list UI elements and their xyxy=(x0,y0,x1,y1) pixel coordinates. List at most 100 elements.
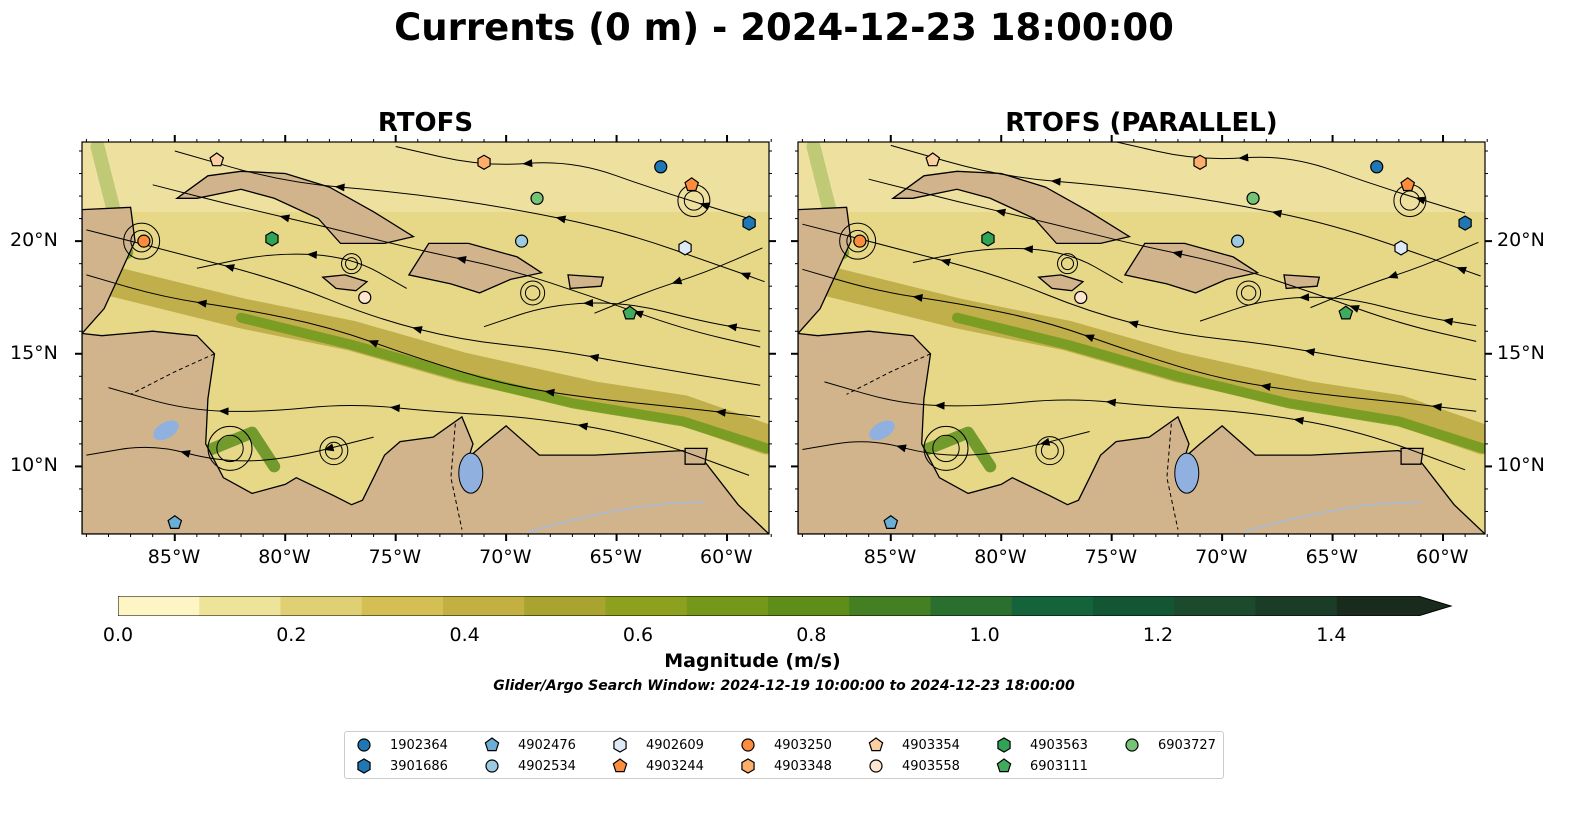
streamline-arrow xyxy=(583,298,594,307)
colorbar-segment xyxy=(1174,596,1256,616)
legend-label: 4903250 xyxy=(774,737,832,753)
legend-label: 4902476 xyxy=(518,737,576,753)
streamline-arrow xyxy=(1271,209,1283,218)
legend-marker-pentagon[interactable] xyxy=(612,758,628,773)
lon-tick-label: 80°W xyxy=(258,546,311,568)
eddy-streamline xyxy=(319,436,349,466)
lat-tick-label-left: 15°N xyxy=(10,341,58,364)
map-frame xyxy=(81,141,770,535)
land-jamaica xyxy=(321,274,369,292)
streamline-arrow xyxy=(1456,266,1467,275)
colorbar-scale xyxy=(117,595,1453,621)
float-marker-4903558[interactable] xyxy=(1074,290,1088,305)
colorbar-tick-label: 1.4 xyxy=(1316,624,1347,646)
float-marker-4903558[interactable] xyxy=(358,290,372,305)
float-marker-4903250[interactable] xyxy=(137,234,151,248)
colorbar-label: Magnitude (m/s) xyxy=(664,650,841,672)
float-marker-4903348[interactable] xyxy=(477,154,491,170)
country-border xyxy=(846,353,931,395)
float-marker-4902609[interactable] xyxy=(678,240,692,256)
float-marker-4903563[interactable] xyxy=(265,231,279,247)
float-marker-4903348[interactable] xyxy=(1193,154,1207,170)
streamline-arrow xyxy=(1431,403,1442,412)
legend-marker-circle[interactable] xyxy=(485,759,499,773)
river xyxy=(528,501,705,533)
map-panel-rtofs[interactable] xyxy=(75,135,776,541)
streamline xyxy=(802,268,1477,412)
legend-marker-icon xyxy=(357,738,371,752)
colorbar-segment xyxy=(930,596,1013,616)
lake-maracaibo xyxy=(458,452,484,494)
legend-marker-hexagon[interactable] xyxy=(357,758,371,774)
eddy-streamline xyxy=(1040,441,1059,460)
legend-entry-4902609: 4902609 xyxy=(611,736,704,754)
float-marker-4902476[interactable] xyxy=(167,514,183,529)
float-marker-4903244[interactable] xyxy=(684,177,700,192)
float-marker-1902364[interactable] xyxy=(654,160,668,174)
legend-marker-circle[interactable] xyxy=(1125,738,1139,752)
colorbar-segment xyxy=(280,596,363,616)
float-marker-4902534[interactable] xyxy=(1230,234,1245,248)
current-panama-eddy xyxy=(906,426,997,473)
legend-marker-hexagon[interactable] xyxy=(997,737,1011,753)
legend-marker-circle[interactable] xyxy=(357,738,371,752)
streamline-arrow xyxy=(180,450,191,458)
legend-marker-icon xyxy=(996,758,1012,773)
lon-tick-label: 80°W xyxy=(974,546,1027,568)
streamline-arrow xyxy=(896,444,907,453)
legend-marker-hexagon[interactable] xyxy=(613,737,627,753)
float-marker-6903727[interactable] xyxy=(530,191,544,205)
land-hispaniola xyxy=(1123,242,1260,294)
float-marker-4903354[interactable] xyxy=(209,152,225,167)
map-canvas[interactable] xyxy=(75,135,776,541)
float-marker-3901686[interactable] xyxy=(742,215,756,231)
streamline-arrow xyxy=(1442,317,1454,326)
legend-marker-hexagon[interactable] xyxy=(741,758,755,774)
float-marker-4902476[interactable] xyxy=(883,514,899,529)
lat-tick-label-right: 20°N xyxy=(1497,229,1545,252)
legend-marker-pentagon[interactable] xyxy=(868,737,884,752)
float-marker-4903250[interactable] xyxy=(853,234,867,248)
map-canvas[interactable] xyxy=(791,135,1492,541)
float-marker-4903563[interactable] xyxy=(981,231,995,247)
float-marker-4903354[interactable] xyxy=(925,152,941,167)
map-panel-rtofs-parallel[interactable] xyxy=(791,135,1492,541)
legend-entry-4903354: 4903354 xyxy=(867,736,960,754)
slow-water-north xyxy=(798,142,1485,212)
legend-marker-circle[interactable] xyxy=(741,738,755,752)
streamline-arrow xyxy=(995,208,1006,217)
streamline-arrow xyxy=(1022,245,1034,254)
colorbar xyxy=(117,595,1453,621)
land-central-america xyxy=(798,330,1485,534)
legend-label: 4903354 xyxy=(902,737,960,753)
float-marker-6903111[interactable] xyxy=(1338,305,1354,320)
legend-marker-pentagon[interactable] xyxy=(484,737,500,752)
float-marker-6903111[interactable] xyxy=(622,305,638,320)
legend-marker-icon xyxy=(741,738,755,752)
float-marker-1902364[interactable] xyxy=(1370,160,1384,174)
legend-marker-pentagon[interactable] xyxy=(996,758,1012,773)
float-marker-4903244[interactable] xyxy=(1400,177,1416,192)
legend-marker-icon xyxy=(613,737,627,753)
streamline-arrow xyxy=(1083,334,1095,343)
legend-entry-4903563: 4903563 xyxy=(995,736,1088,754)
legend-marker-icon xyxy=(741,758,755,774)
streamline-arrow xyxy=(1172,250,1183,259)
eddy-streamline xyxy=(932,434,960,463)
streamline-arrow xyxy=(196,299,207,308)
lake-maracaibo xyxy=(1174,452,1200,494)
colorbar-segment xyxy=(605,596,688,616)
legend-entry-4903250: 4903250 xyxy=(739,736,832,754)
streamline-arrow xyxy=(1293,416,1304,425)
float-marker-6903727[interactable] xyxy=(1246,191,1260,205)
float-marker-4902609[interactable] xyxy=(1394,240,1408,256)
streamline-arrow xyxy=(456,255,467,264)
legend-entry-4903348: 4903348 xyxy=(739,757,832,775)
legend-marker-circle[interactable] xyxy=(869,759,883,773)
colorbar-tick-label: 0.2 xyxy=(276,624,307,646)
land-puerto-rico xyxy=(567,274,605,290)
legend-marker-icon xyxy=(997,737,1011,753)
lon-tick-label: 60°W xyxy=(700,546,753,568)
float-marker-4902534[interactable] xyxy=(514,234,529,248)
float-marker-3901686[interactable] xyxy=(1458,215,1472,231)
